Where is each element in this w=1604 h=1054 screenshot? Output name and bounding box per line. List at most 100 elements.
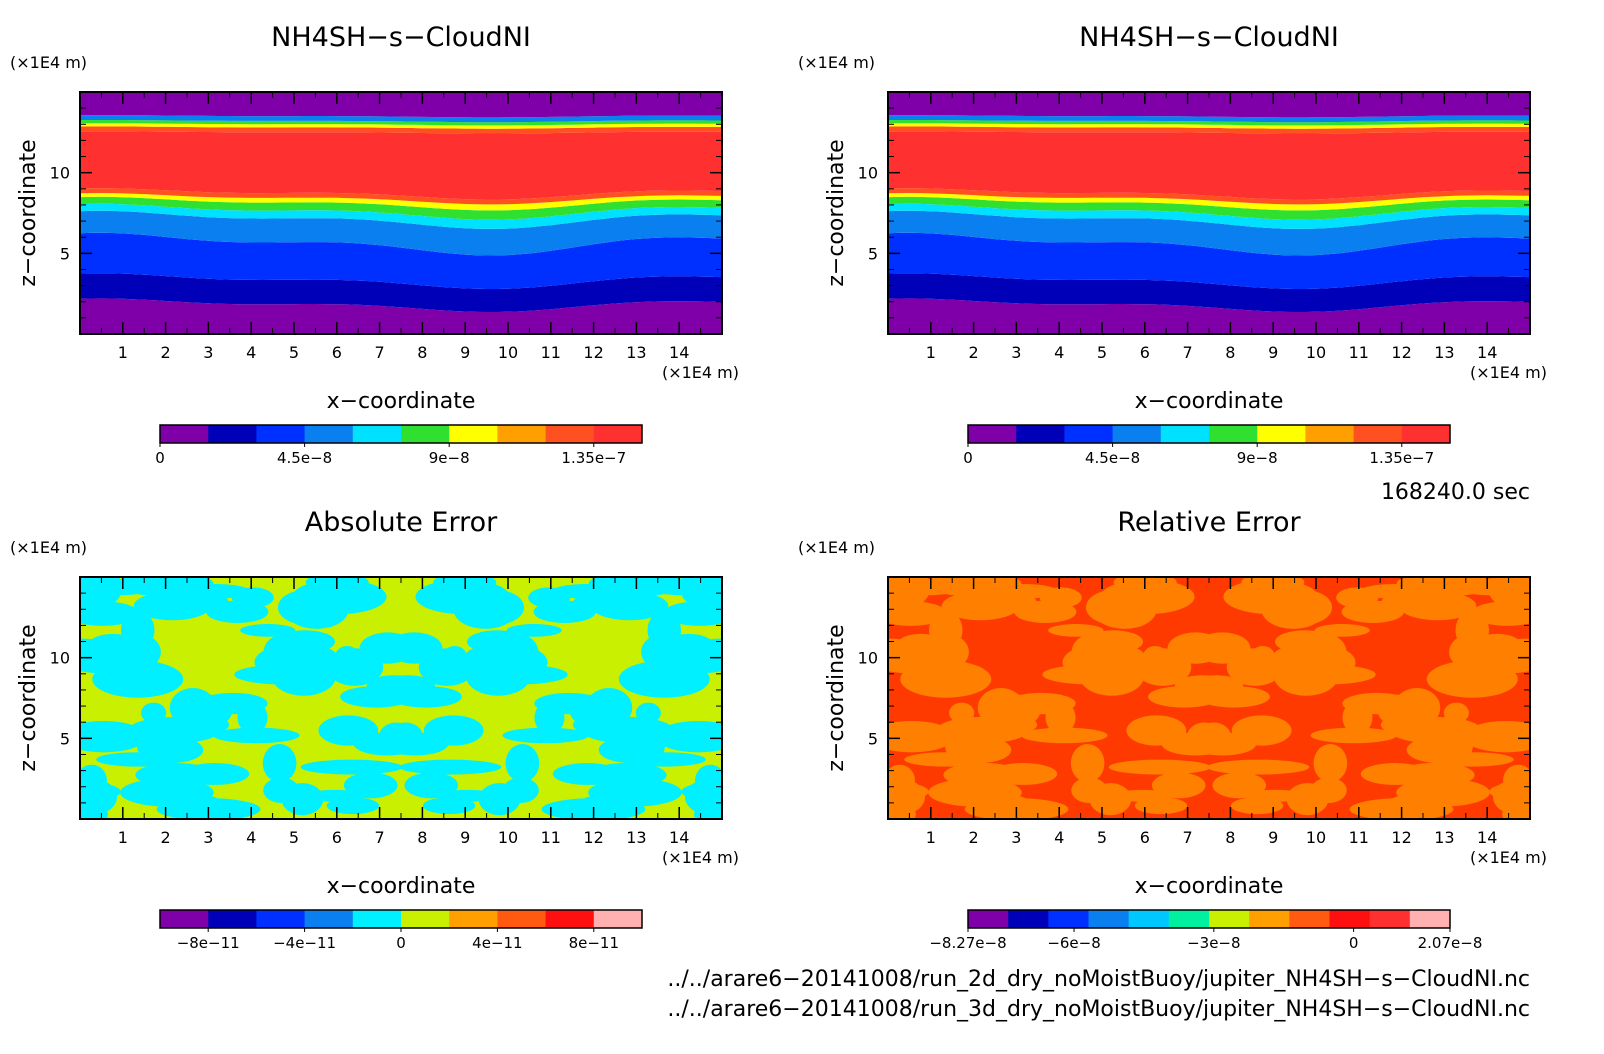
field-band: [80, 196, 722, 220]
field-blob: [1381, 591, 1466, 614]
colorbar-tick-label: 0: [963, 449, 973, 467]
y-tick-label: 10: [858, 164, 878, 183]
field-blob: [300, 759, 403, 775]
x-tick-label: 3: [203, 343, 213, 362]
file-path-1: ../../arare6−20141008/run_2d_dry_noMoist…: [667, 967, 1530, 992]
field-band: [888, 232, 1530, 289]
y-axis-label: z−coordinate: [16, 139, 41, 286]
field-blob: [468, 589, 525, 625]
field-blob: [389, 686, 462, 708]
field-band: [80, 298, 722, 334]
colorbar-swatch: [1249, 910, 1290, 928]
field-band: [888, 126, 1530, 134]
field-blob: [952, 591, 1037, 614]
field-band: [80, 123, 722, 129]
colorbar-swatch: [352, 425, 402, 443]
field-blob: [343, 772, 398, 799]
field-band: [888, 203, 1530, 229]
panel-top-right: NH4SH−s−CloudNI (×1E4 m) 1 2 3 4 5 6 7 8 9 10 11 12…: [798, 22, 1547, 467]
colorbar-tick-label: −3e−8: [1187, 934, 1240, 952]
field-blob: [684, 778, 722, 816]
field-band: [80, 203, 722, 229]
field-band: [888, 92, 1530, 118]
field-blob: [888, 601, 948, 626]
field-blob: [1250, 645, 1275, 667]
x-tick-label: 11: [1349, 343, 1369, 362]
field-band: [80, 92, 722, 118]
field-blob: [340, 686, 413, 708]
colorbar-swatch: [1048, 910, 1089, 928]
field-band: [888, 273, 1530, 312]
colorbar-swatch: [545, 425, 595, 443]
field-blob: [1342, 692, 1412, 715]
y-axis-label: z−coordinate: [824, 624, 849, 771]
field-band: [80, 232, 722, 289]
x-tick-label: 3: [1011, 828, 1021, 847]
x-tick-label: 12: [583, 343, 603, 362]
x-tick-label: 1: [118, 343, 128, 362]
colorbar-swatch: [401, 425, 450, 443]
field-blob: [534, 692, 604, 715]
colorbar-swatch: [352, 910, 402, 928]
x-tick-label: 1: [118, 828, 128, 847]
field-blob: [213, 727, 300, 744]
colorbar: 0 4.5e−8 9e−8 1.35e−7: [963, 424, 1451, 467]
x-axis-label: x−coordinate: [327, 874, 476, 899]
colorbar: −8e−11 −4e−11 0 4e−11 8e−11: [159, 909, 643, 952]
field-blob: [404, 772, 459, 799]
y-axis-label: z−coordinate: [824, 139, 849, 286]
x-tick-label: 13: [1434, 343, 1454, 362]
x-axis-label: x−coordinate: [327, 389, 476, 414]
x-tick-label: 7: [375, 343, 385, 362]
colorbar-swatch: [1016, 425, 1065, 443]
field-blob: [80, 601, 140, 626]
field-blob: [231, 587, 274, 608]
x-tick-label: 12: [583, 828, 603, 847]
field-band: [80, 115, 722, 123]
field-blob: [240, 624, 296, 637]
field-blob: [1470, 601, 1530, 626]
field-blob: [1231, 715, 1292, 746]
colorbar-swatch: [593, 910, 643, 928]
field-blob: [1276, 589, 1333, 625]
field-blob: [1048, 624, 1104, 637]
file-path-2: ../../arare6−20141008/run_3d_dry_noMoist…: [667, 997, 1530, 1022]
field-blob: [1314, 624, 1370, 637]
field-blob: [1271, 646, 1314, 674]
colorbar-swatch: [1401, 425, 1451, 443]
colorbar: −8.27e−8 −6e−8 −3e−8 0 2.07e−8: [929, 909, 1482, 952]
x-tick-label: 14: [1477, 828, 1497, 847]
colorbar-tick-label: 1.35e−7: [561, 449, 626, 467]
field-blob: [1492, 778, 1530, 816]
field-blob: [506, 624, 562, 637]
field-blob: [1143, 645, 1168, 667]
colorbar-swatch: [1369, 910, 1411, 928]
field-blob: [80, 778, 118, 816]
x-tick-label: 4: [246, 343, 256, 362]
colorbar-swatch: [160, 425, 209, 443]
field-blob: [1148, 686, 1221, 708]
colorbar-swatch: [1209, 910, 1250, 928]
colorbar-frame: [967, 424, 1451, 444]
x-tick-label: 6: [1140, 343, 1150, 362]
x-tick-label: 6: [332, 343, 342, 362]
x-tick-label: 3: [203, 828, 213, 847]
colorbar-tick-label: −8.27e−8: [929, 934, 1006, 952]
field-blob: [1070, 744, 1105, 783]
y-tick-label: 5: [868, 729, 878, 748]
x-tick-label: 8: [1225, 343, 1235, 362]
x-tick-label: 9: [1268, 828, 1278, 847]
x-tick-label: 5: [1097, 828, 1107, 847]
field-blob: [1104, 646, 1147, 674]
field-blob: [1336, 587, 1379, 608]
field-blob: [1085, 589, 1142, 625]
y-tick-label: 10: [50, 649, 70, 668]
field-blob: [573, 591, 658, 614]
x-tick-label: 9: [1268, 343, 1278, 362]
x-tick-label: 6: [1140, 828, 1150, 847]
x-tick-label: 2: [161, 343, 171, 362]
x-tick-label: 10: [1306, 343, 1326, 362]
field-blob: [1358, 800, 1450, 819]
